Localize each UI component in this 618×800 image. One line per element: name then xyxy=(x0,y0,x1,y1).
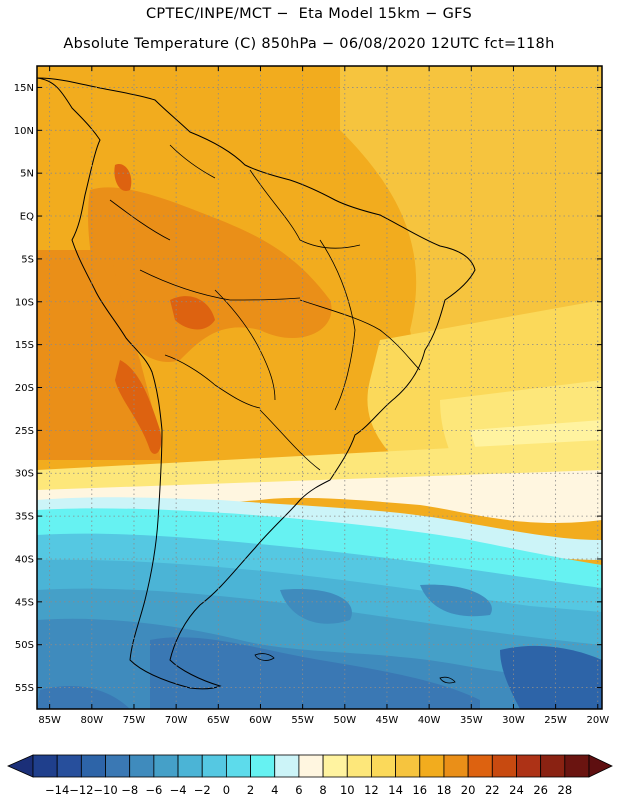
colorbar-label: 8 xyxy=(319,783,326,797)
field-minus8-sw xyxy=(37,686,130,709)
field-22-24-bolivia xyxy=(170,296,215,330)
colorbar-box xyxy=(395,754,421,778)
lon-label: 70W xyxy=(165,715,188,726)
lat-label: 5N xyxy=(20,169,34,180)
colorbar-low-arrow xyxy=(7,754,34,778)
colorbar-box xyxy=(298,754,324,778)
colorbar-box xyxy=(225,754,251,778)
colorbar-label: 18 xyxy=(437,783,452,797)
colorbar-box xyxy=(32,754,58,778)
lat-label: 35S xyxy=(15,512,34,523)
colorbar-high-arrow xyxy=(588,754,613,778)
colorbar-label: 12 xyxy=(364,783,379,797)
lat-label: 10N xyxy=(14,126,34,137)
colorbar-box xyxy=(153,754,179,778)
lon-label: 45W xyxy=(376,715,399,726)
colorbar-label: 24 xyxy=(509,783,524,797)
colorbar-label: 16 xyxy=(412,783,427,797)
colorbar-box xyxy=(443,754,469,778)
lat-label: 50S xyxy=(15,640,34,651)
lat-label: 15S xyxy=(15,340,34,351)
colorbar-label: 26 xyxy=(533,783,548,797)
colorbar-box xyxy=(322,754,348,778)
lat-label: 25S xyxy=(15,426,34,437)
lon-label: 25W xyxy=(544,715,567,726)
colorbar-label: −6 xyxy=(145,783,162,797)
colorbar-label: 4 xyxy=(271,783,278,797)
colorbar-label: −14 xyxy=(45,783,69,797)
colorbar-box xyxy=(201,754,227,778)
lat-label: 10S xyxy=(15,297,34,308)
field-minus6-patch xyxy=(280,589,352,624)
lat-label: 5S xyxy=(21,254,34,265)
lat-label: 55S xyxy=(15,683,34,694)
colorbar-box xyxy=(56,754,82,778)
lat-label: 15N xyxy=(14,83,34,94)
colorbar-box xyxy=(129,754,155,778)
lat-label: 20S xyxy=(15,383,34,394)
lat-label: 45S xyxy=(15,597,34,608)
colorbar-label: 10 xyxy=(340,783,355,797)
lon-label: 75W xyxy=(123,715,146,726)
lon-label: 50W xyxy=(333,715,356,726)
colorbar-box xyxy=(274,754,300,778)
lon-label: 20W xyxy=(586,715,609,726)
colorbar-label: −8 xyxy=(121,783,138,797)
field-20-22-amazon xyxy=(88,187,332,362)
chart-title-line-2: Absolute Temperature (C) 850hPa − 06/08/… xyxy=(63,36,555,52)
colorbar-label: −12 xyxy=(69,783,93,797)
colorbar-box xyxy=(564,754,590,778)
temperature-field xyxy=(37,66,602,709)
lon-label: 85W xyxy=(38,715,61,726)
colorbar-box xyxy=(346,754,372,778)
chart-title-line-1: CPTEC/INPE/MCT − Eta Model 15km − GFS xyxy=(145,6,473,22)
lon-label: 30W xyxy=(502,715,525,726)
colorbar-label: 2 xyxy=(247,783,254,797)
lat-label: 30S xyxy=(15,469,34,480)
lon-label: 60W xyxy=(249,715,272,726)
field-minus8-minus6 xyxy=(150,637,480,709)
colorbar-box xyxy=(467,754,493,778)
coastlines xyxy=(37,77,476,690)
colorbar-box xyxy=(250,754,276,778)
colorbar-box xyxy=(105,754,131,778)
colorbar-label: −4 xyxy=(170,783,187,797)
lon-label: 40W xyxy=(418,715,441,726)
colorbar-label: 28 xyxy=(558,783,573,797)
colorbar-label: 6 xyxy=(295,783,302,797)
colorbar-box xyxy=(516,754,542,778)
colorbar-label: −2 xyxy=(194,783,211,797)
colorbar-label: 22 xyxy=(485,783,500,797)
axis-ticks: 15N 10N 5N EQ 5S 10S 15S 20S 25S 30S 35S 40S 45S 50S 5… xyxy=(14,66,609,726)
lon-label: 35W xyxy=(460,715,483,726)
field-minus6-patch-2 xyxy=(420,584,492,617)
colorbar-box xyxy=(371,754,397,778)
lon-label: 80W xyxy=(81,715,104,726)
colorbar-label: −10 xyxy=(93,783,117,797)
lon-label: 55W xyxy=(291,715,314,726)
colorbar-label: 0 xyxy=(223,783,230,797)
colorbar-label: 14 xyxy=(388,783,403,797)
field-minus10-minus8 xyxy=(500,645,602,709)
field-22-24-colombia xyxy=(114,164,132,191)
colorbar-box xyxy=(491,754,517,778)
field-pale-front xyxy=(37,470,602,523)
lon-label: 65W xyxy=(207,715,230,726)
colorbar-box xyxy=(540,754,566,778)
colorbar-box xyxy=(419,754,445,778)
colorbar-label: 20 xyxy=(461,783,476,797)
colorbar-box xyxy=(177,754,203,778)
lat-label: 40S xyxy=(15,554,34,565)
colorbar-box xyxy=(80,754,106,778)
colorbar: −14 −12 −10 −8 −6 −4 −2 0 2 4 6 8 10 12 14 16 18 20 22 24 26… xyxy=(7,754,613,797)
lat-label: EQ xyxy=(20,212,34,223)
